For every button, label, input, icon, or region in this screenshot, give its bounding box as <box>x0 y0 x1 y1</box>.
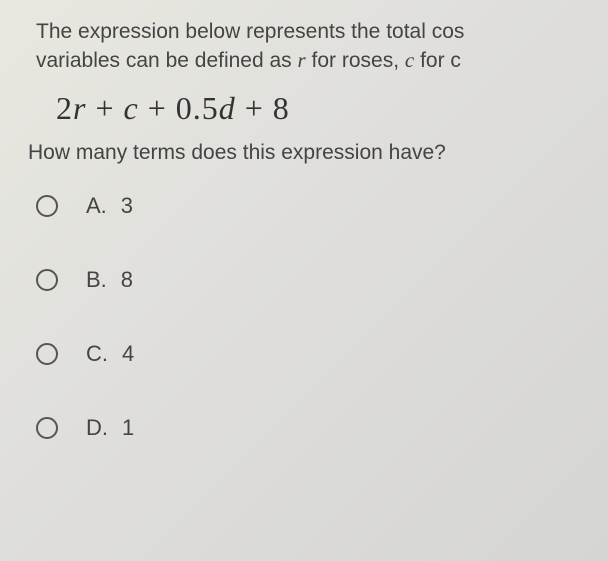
option-c[interactable]: C. 4 <box>36 341 608 367</box>
option-b[interactable]: B. 8 <box>36 267 608 293</box>
intro-var-c: c <box>405 48 414 72</box>
intro-var-r: r <box>298 48 306 72</box>
term3-coef: 0.5 <box>176 90 219 126</box>
option-d[interactable]: D. 1 <box>36 415 608 441</box>
option-letter: B. <box>86 267 107 293</box>
option-letter: A. <box>86 193 107 219</box>
intro-line-1: The expression below represents the tota… <box>36 18 608 46</box>
option-value: 1 <box>122 415 134 441</box>
op2: + <box>139 90 176 126</box>
term4: 8 <box>273 90 290 126</box>
math-expression: 2r + c + 0.5d + 8 <box>56 90 608 127</box>
intro-line-2-mid: for roses, <box>306 49 405 72</box>
question-intro: The expression below represents the tota… <box>28 18 608 76</box>
radio-icon[interactable] <box>36 343 58 365</box>
option-a[interactable]: A. 3 <box>36 193 608 219</box>
op3: + <box>236 90 273 126</box>
option-value: 8 <box>121 267 133 293</box>
term2-var: c <box>124 90 139 126</box>
term1-coef: 2 <box>56 90 73 126</box>
option-letter: C. <box>86 341 108 367</box>
radio-icon[interactable] <box>36 417 58 439</box>
intro-line-2-prefix: variables can be defined as <box>36 49 298 72</box>
option-value: 4 <box>122 341 134 367</box>
radio-icon[interactable] <box>36 195 58 217</box>
term1-var: r <box>73 90 86 126</box>
option-value: 3 <box>121 193 133 219</box>
options-list: A. 3 B. 8 C. 4 D. 1 <box>28 193 608 441</box>
sub-question: How many terms does this expression have… <box>28 141 608 165</box>
term3-var: d <box>219 90 236 126</box>
option-letter: D. <box>86 415 108 441</box>
intro-line-2: variables can be defined as r for roses,… <box>36 46 608 75</box>
radio-icon[interactable] <box>36 269 58 291</box>
op1: + <box>86 90 123 126</box>
intro-line-2-suffix: for c <box>414 49 461 72</box>
